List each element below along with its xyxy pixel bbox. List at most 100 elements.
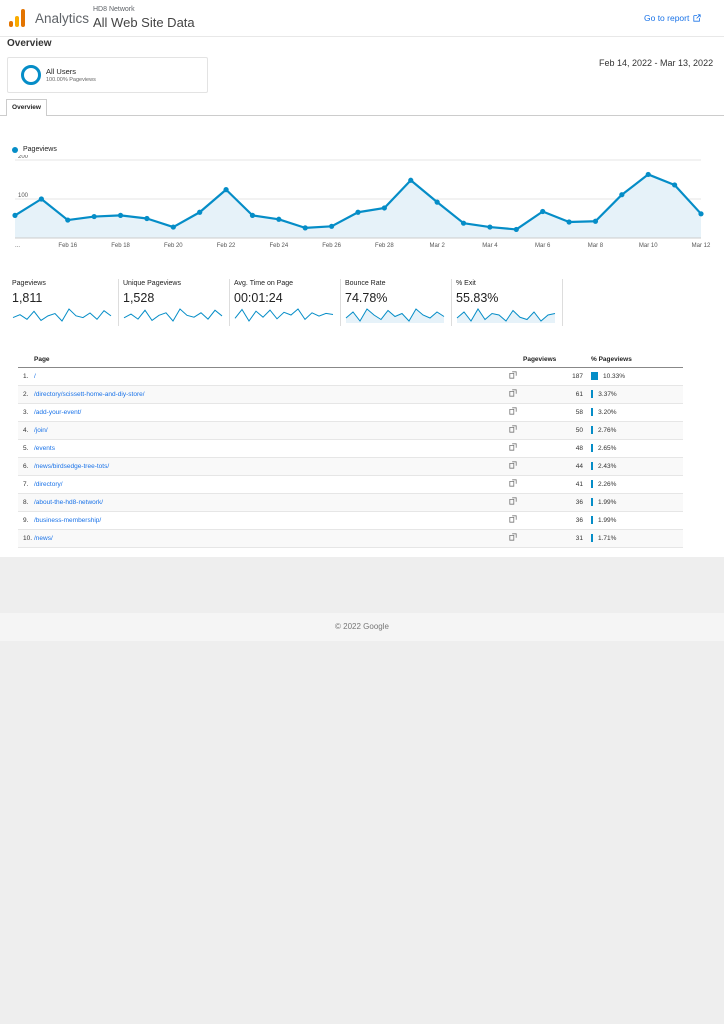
row-rank: 2. [18,385,34,404]
open-page-icon[interactable] [503,493,523,512]
row-pageviews: 36 [523,493,591,512]
data-point[interactable] [698,211,704,217]
open-page-icon[interactable] [503,403,523,422]
data-point[interactable] [197,209,203,215]
row-rank: 9. [18,511,34,530]
segment-card-all-users[interactable]: All Users 100.00% Pageviews [7,57,208,93]
metric-card[interactable]: % Exit 55.83% [452,279,563,326]
x-tick-label: Mar 2 [429,243,445,249]
page-path-link[interactable]: /about-the-hd8-network/ [34,498,104,506]
row-page-cell: /business-membership/ [34,511,503,530]
page-path-link[interactable]: /news/ [34,534,53,542]
page-path-link[interactable]: /news/birdsedge-tree-tots/ [34,462,110,470]
metric-card[interactable]: Pageviews 1,811 [8,279,119,326]
data-point[interactable] [672,182,678,188]
data-point[interactable] [566,219,572,225]
data-point[interactable] [355,209,361,215]
footer-copyright: © 2022 Google [335,622,389,631]
metric-card[interactable]: Avg. Time on Page 00:01:24 [230,279,341,326]
open-page-icon[interactable] [503,529,523,548]
data-point[interactable] [592,218,599,224]
pct-bar [591,372,598,380]
data-point[interactable] [645,171,651,178]
sparkline-area [457,309,555,323]
sparkline-line [234,308,334,322]
page-path-link[interactable]: /join/ [34,426,48,434]
metric-card[interactable]: Unique Pageviews 1,528 [119,279,230,326]
header-pct-pageviews[interactable]: % Pageviews [591,352,683,368]
data-point[interactable] [38,196,44,202]
data-point[interactable] [144,215,150,222]
open-page-icon[interactable] [503,457,523,476]
x-tick-label: Feb 26 [322,243,341,249]
property-view-name[interactable]: All Web Site Data [93,15,195,30]
x-tick-label: Mar 6 [535,243,551,249]
header-pageviews[interactable]: Pageviews [523,352,591,368]
data-point[interactable] [170,224,176,230]
row-page-cell: /news/birdsedge-tree-tots/ [34,457,503,476]
row-rank: 10. [18,529,34,548]
data-point[interactable] [408,177,414,183]
data-point[interactable] [619,192,625,198]
go-to-report-link[interactable]: Go to report [644,13,701,23]
open-page-icon[interactable] [503,511,523,530]
data-point[interactable] [117,212,124,218]
open-page-icon[interactable] [503,385,523,404]
open-page-icon[interactable] [503,475,523,494]
y-tick-label: 200 [18,155,29,160]
table-row: 9./business-membership/36 1.99% [18,511,683,530]
data-point[interactable] [460,220,467,226]
table-row: 10./news/31 1.71% [18,529,683,548]
data-point[interactable] [223,187,229,193]
account-name[interactable]: HD8 Network [93,6,135,13]
data-point[interactable] [12,212,18,218]
metric-sparkline [345,308,445,323]
brand-name[interactable]: Analytics [35,11,90,26]
metric-label: Unique Pageviews [123,280,181,287]
data-point[interactable] [65,217,71,223]
date-range-selector[interactable]: Feb 14, 2022 - Mar 13, 2022 [599,58,714,68]
tab-divider [0,115,724,116]
data-point[interactable] [302,225,308,231]
data-point[interactable] [487,224,493,230]
page-path-link[interactable]: / [34,372,36,380]
open-page-icon[interactable] [503,367,523,386]
row-pct-cell: 2.76% [591,421,683,440]
data-point[interactable] [276,216,282,222]
row-pageviews: 44 [523,457,591,476]
data-point[interactable] [434,199,440,205]
analytics-logo-icon[interactable] [9,9,25,27]
open-page-icon[interactable] [503,421,523,440]
page-path-link[interactable]: /directory/scissett-home-and-diy-store/ [34,390,145,398]
page-path-link[interactable]: /events [34,444,55,452]
row-pct-value: 1.71% [598,534,617,542]
row-page-cell: /add-your-event/ [34,403,503,422]
row-pageviews: 41 [523,475,591,494]
metric-card[interactable]: Bounce Rate 74.78% [341,279,452,326]
x-tick-label: Mar 8 [588,243,604,249]
data-point[interactable] [381,205,387,211]
pct-bar [591,444,593,452]
metric-value: 00:01:24 [234,291,283,305]
open-page-icon[interactable] [503,439,523,458]
data-point[interactable] [329,223,335,229]
page-path-link[interactable]: /business-membership/ [34,516,102,524]
table-row: 7./directory/41 2.26% [18,475,683,494]
metric-value: 55.83% [456,291,499,305]
x-tick-label: Feb 18 [111,243,130,249]
data-point[interactable] [249,212,256,218]
data-point[interactable] [91,213,97,220]
page-path-link[interactable]: /add-your-event/ [34,408,82,416]
table-header-row: Page Pageviews % Pageviews [18,352,683,368]
area-fill [15,174,701,238]
tab-overview[interactable]: Overview [6,99,47,116]
data-point[interactable] [513,226,519,233]
page-path-link[interactable]: /directory/ [34,480,63,488]
row-rank: 7. [18,475,34,494]
sparkline-line [123,308,223,322]
header-icon-spacer [503,352,523,368]
sparkline-line [345,308,445,322]
table-row: 2./directory/scissett-home-and-diy-store… [18,385,683,404]
data-point[interactable] [540,208,546,215]
metric-sparkline [123,308,223,322]
